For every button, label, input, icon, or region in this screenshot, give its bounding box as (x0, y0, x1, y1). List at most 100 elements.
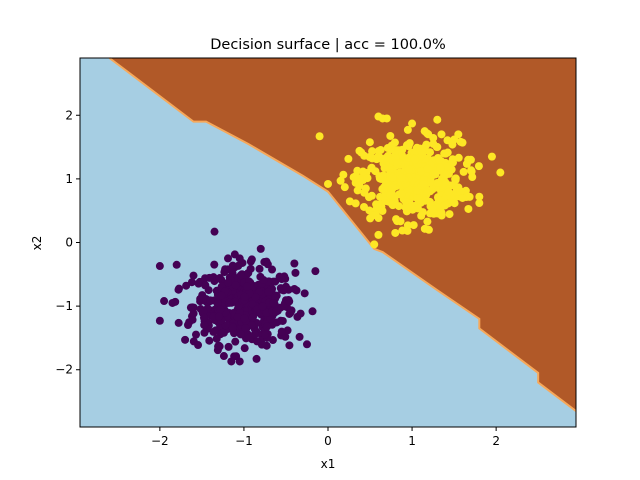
y-axis-ticks: −2 −1 0 1 2 (55, 108, 80, 377)
data-point (474, 162, 483, 171)
data-point (443, 136, 452, 145)
data-point (235, 357, 244, 366)
data-point (246, 264, 255, 273)
data-point (360, 151, 369, 160)
data-point (231, 337, 240, 346)
data-point (217, 291, 226, 300)
data-point (386, 191, 395, 200)
data-point (437, 130, 446, 139)
data-point (240, 314, 249, 323)
data-point (365, 138, 374, 147)
data-point (174, 284, 183, 293)
x-tick-label: 0 (324, 434, 332, 448)
data-point (433, 143, 442, 152)
data-point (213, 299, 222, 308)
data-point (428, 205, 437, 214)
data-point (408, 205, 417, 214)
data-point (227, 357, 236, 366)
data-point (220, 268, 229, 277)
data-point (344, 154, 353, 163)
data-point (263, 322, 272, 331)
data-point (247, 320, 256, 329)
data-point (442, 162, 451, 171)
data-point (290, 259, 299, 268)
data-point (300, 289, 309, 298)
data-point (243, 282, 252, 291)
data-point (295, 332, 304, 341)
data-point (186, 303, 195, 312)
data-point (205, 273, 214, 282)
data-point (187, 278, 196, 287)
data-point (262, 341, 271, 350)
data-point (160, 297, 169, 306)
data-point (262, 308, 271, 317)
data-point (215, 312, 224, 321)
data-point (388, 200, 397, 209)
data-point (382, 114, 391, 123)
data-point (233, 313, 242, 322)
data-point (448, 155, 457, 164)
data-point (403, 125, 412, 134)
y-tick-label: 1 (65, 172, 73, 186)
data-point (182, 281, 191, 290)
data-point (361, 184, 370, 193)
data-point (496, 168, 505, 177)
data-point (458, 193, 467, 202)
data-point (269, 299, 278, 308)
data-point (205, 336, 214, 345)
decision-boundary-line (108, 57, 577, 412)
data-point (155, 262, 164, 271)
data-point (285, 341, 294, 350)
data-point (423, 188, 432, 197)
data-point (241, 324, 250, 333)
data-point (247, 255, 256, 264)
data-point (240, 292, 249, 301)
series-0-points (155, 227, 320, 366)
data-point (236, 330, 245, 339)
data-point (420, 127, 429, 136)
data-point (196, 295, 205, 304)
data-point (172, 260, 181, 269)
data-point (353, 186, 362, 195)
data-point (253, 337, 262, 346)
x-axis-label: x1 (321, 457, 336, 471)
data-point (391, 228, 400, 237)
data-point (413, 194, 422, 203)
data-point (429, 133, 438, 142)
data-point (369, 211, 378, 220)
data-point (404, 165, 413, 174)
data-point (417, 167, 426, 176)
data-point (286, 308, 295, 317)
data-point (218, 328, 227, 337)
data-point (459, 167, 468, 176)
data-point (370, 240, 379, 249)
x-tick-label: −2 (151, 434, 169, 448)
data-point (225, 298, 234, 307)
data-point (235, 254, 244, 263)
data-point (296, 309, 305, 318)
data-point (394, 202, 403, 211)
data-point (214, 341, 223, 350)
y-tick-label: 2 (65, 108, 73, 122)
data-point (311, 267, 320, 276)
data-point (456, 187, 465, 196)
data-point (440, 201, 449, 210)
y-tick-label: 0 (65, 236, 73, 250)
data-point (258, 302, 267, 311)
data-point (433, 115, 442, 124)
data-point (189, 271, 198, 280)
series-1-points (315, 112, 505, 249)
data-point (228, 323, 237, 332)
data-point (445, 210, 454, 219)
chart-title: Decision surface | acc = 100.0% (210, 37, 446, 53)
data-point (371, 167, 380, 176)
data-point (260, 330, 269, 339)
data-point (183, 320, 192, 329)
data-point (339, 170, 348, 179)
x-tick-label: 2 (492, 434, 500, 448)
data-point (450, 199, 459, 208)
data-point (431, 169, 440, 178)
data-point (248, 300, 257, 309)
data-point (464, 204, 473, 213)
